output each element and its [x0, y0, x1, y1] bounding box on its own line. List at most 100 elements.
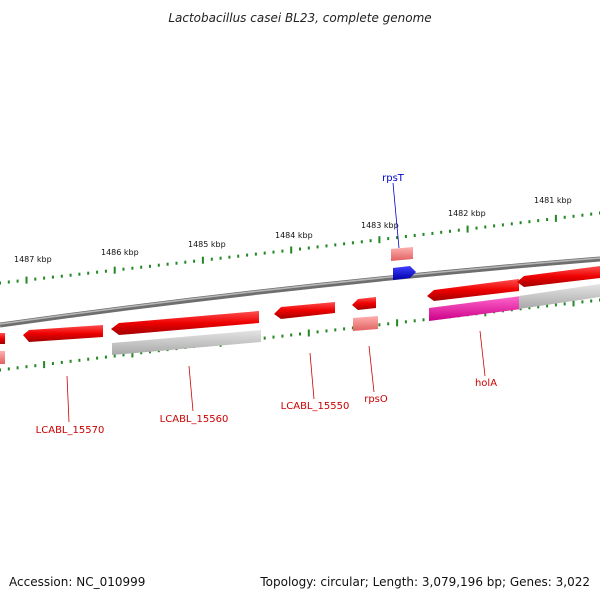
major-tick	[25, 276, 28, 284]
minor-tick	[378, 323, 381, 327]
minor-tick	[351, 241, 354, 245]
tick-ring-upper	[0, 211, 600, 285]
minor-tick	[210, 257, 213, 261]
minor-tick	[281, 334, 284, 338]
cds-arrow-lcabl-15560[interactable]	[111, 311, 259, 335]
minor-tick	[7, 367, 10, 371]
minor-tick	[413, 234, 416, 237]
minor-tick	[254, 252, 257, 256]
minor-tick	[25, 365, 28, 369]
tick-label-1485: 1485 kbp	[188, 240, 226, 249]
minor-tick	[96, 356, 99, 360]
gene-label-lcabl-15570[interactable]: LCABL_15570	[36, 425, 105, 436]
minor-tick	[387, 322, 390, 326]
minor-tick	[396, 236, 399, 240]
minor-tick	[228, 255, 231, 259]
minor-tick	[69, 359, 72, 363]
minor-tick	[78, 358, 81, 362]
minor-tick	[149, 264, 151, 268]
major-tick	[466, 225, 469, 233]
minor-tick	[272, 335, 275, 339]
gene-block-lcabl-15560[interactable]	[112, 330, 261, 355]
minor-tick	[369, 239, 372, 243]
minor-tick	[51, 275, 54, 279]
tick-label-1481: 1481 kbp	[534, 196, 572, 205]
genome-backbone	[0, 256, 600, 328]
tick-label-1483: 1483 kbp	[361, 221, 399, 230]
minor-tick	[43, 276, 46, 280]
minor-tick	[87, 357, 90, 361]
minor-tick	[113, 354, 116, 358]
accession-text: Accession: NC_010999	[9, 575, 145, 589]
major-tick	[43, 361, 46, 369]
map-title: Lactobacillus casei BL23, complete genom…	[168, 11, 431, 25]
tick-label-1482: 1482 kbp	[448, 209, 486, 218]
minor-tick	[343, 327, 346, 331]
tick-label-1484: 1484 kbp	[275, 231, 313, 240]
minor-tick	[325, 244, 328, 248]
minor-tick	[431, 231, 434, 235]
trna-arrow-rpst[interactable]	[393, 266, 416, 280]
gene-label-hola[interactable]: holA	[475, 378, 497, 389]
minor-tick	[387, 237, 390, 241]
gene-label-lcabl-15550[interactable]: LCABL_15550	[281, 401, 350, 412]
rna-block-left-edge[interactable]	[0, 351, 5, 364]
minor-tick	[493, 224, 496, 228]
feature-ring-inner	[0, 284, 600, 364]
minor-tick	[316, 330, 319, 334]
minor-tick	[501, 223, 504, 227]
rna-block-rpso[interactable]	[353, 316, 378, 331]
minor-tick	[537, 219, 540, 223]
gene-label-rpst[interactable]: rpsT	[382, 173, 405, 184]
cds-arrow-right-1[interactable]	[517, 266, 600, 287]
major-tick	[378, 236, 381, 244]
minor-tick	[140, 351, 143, 355]
minor-tick	[0, 281, 1, 285]
minor-tick	[96, 270, 99, 274]
rna-block-rpst[interactable]	[391, 247, 413, 261]
minor-tick	[263, 251, 266, 255]
minor-tick	[546, 304, 549, 308]
minor-tick	[413, 319, 416, 323]
minor-tick	[546, 218, 549, 221]
cds-arrow-lcabl-15570[interactable]	[23, 325, 103, 342]
minor-tick	[290, 333, 293, 337]
minor-tick	[60, 274, 63, 278]
gene-label-lcabl-15560[interactable]: LCABL_15560	[160, 414, 229, 425]
leader-lcabl-15560	[188, 365, 194, 412]
minor-tick	[537, 305, 540, 309]
minor-tick	[334, 328, 337, 332]
minor-tick	[122, 267, 125, 271]
minor-tick	[34, 364, 37, 368]
cds-arrow-lcabl-15550[interactable]	[274, 302, 335, 319]
minor-tick	[272, 250, 275, 254]
minor-tick	[175, 261, 178, 265]
gene-block-right[interactable]	[519, 284, 600, 309]
cds-arrow-left-edge[interactable]	[0, 333, 5, 344]
cds-arrow-hola[interactable]	[427, 279, 519, 301]
minor-tick	[554, 303, 557, 307]
minor-tick	[457, 228, 460, 232]
leader-hola	[479, 330, 486, 377]
minor-tick	[78, 272, 81, 276]
major-tick	[396, 319, 399, 327]
major-tick	[201, 256, 204, 264]
minor-tick	[528, 306, 531, 310]
gene-label-rpso[interactable]: rpsO	[364, 394, 388, 405]
minor-tick	[563, 215, 566, 219]
minor-tick	[104, 355, 107, 359]
minor-tick	[0, 368, 1, 372]
minor-tick	[307, 246, 310, 250]
minor-tick	[404, 235, 407, 238]
pseudo-block-hola[interactable]	[429, 296, 521, 321]
major-tick	[131, 350, 134, 358]
minor-tick	[69, 273, 72, 277]
tick-label-1487: 1487 kbp	[14, 255, 52, 264]
minor-tick	[590, 299, 593, 303]
minor-tick	[16, 366, 19, 370]
minor-tick	[246, 253, 249, 257]
major-tick	[290, 246, 293, 254]
cds-arrow-rpso[interactable]	[352, 297, 376, 310]
minor-tick	[563, 302, 566, 306]
major-tick	[554, 214, 557, 222]
